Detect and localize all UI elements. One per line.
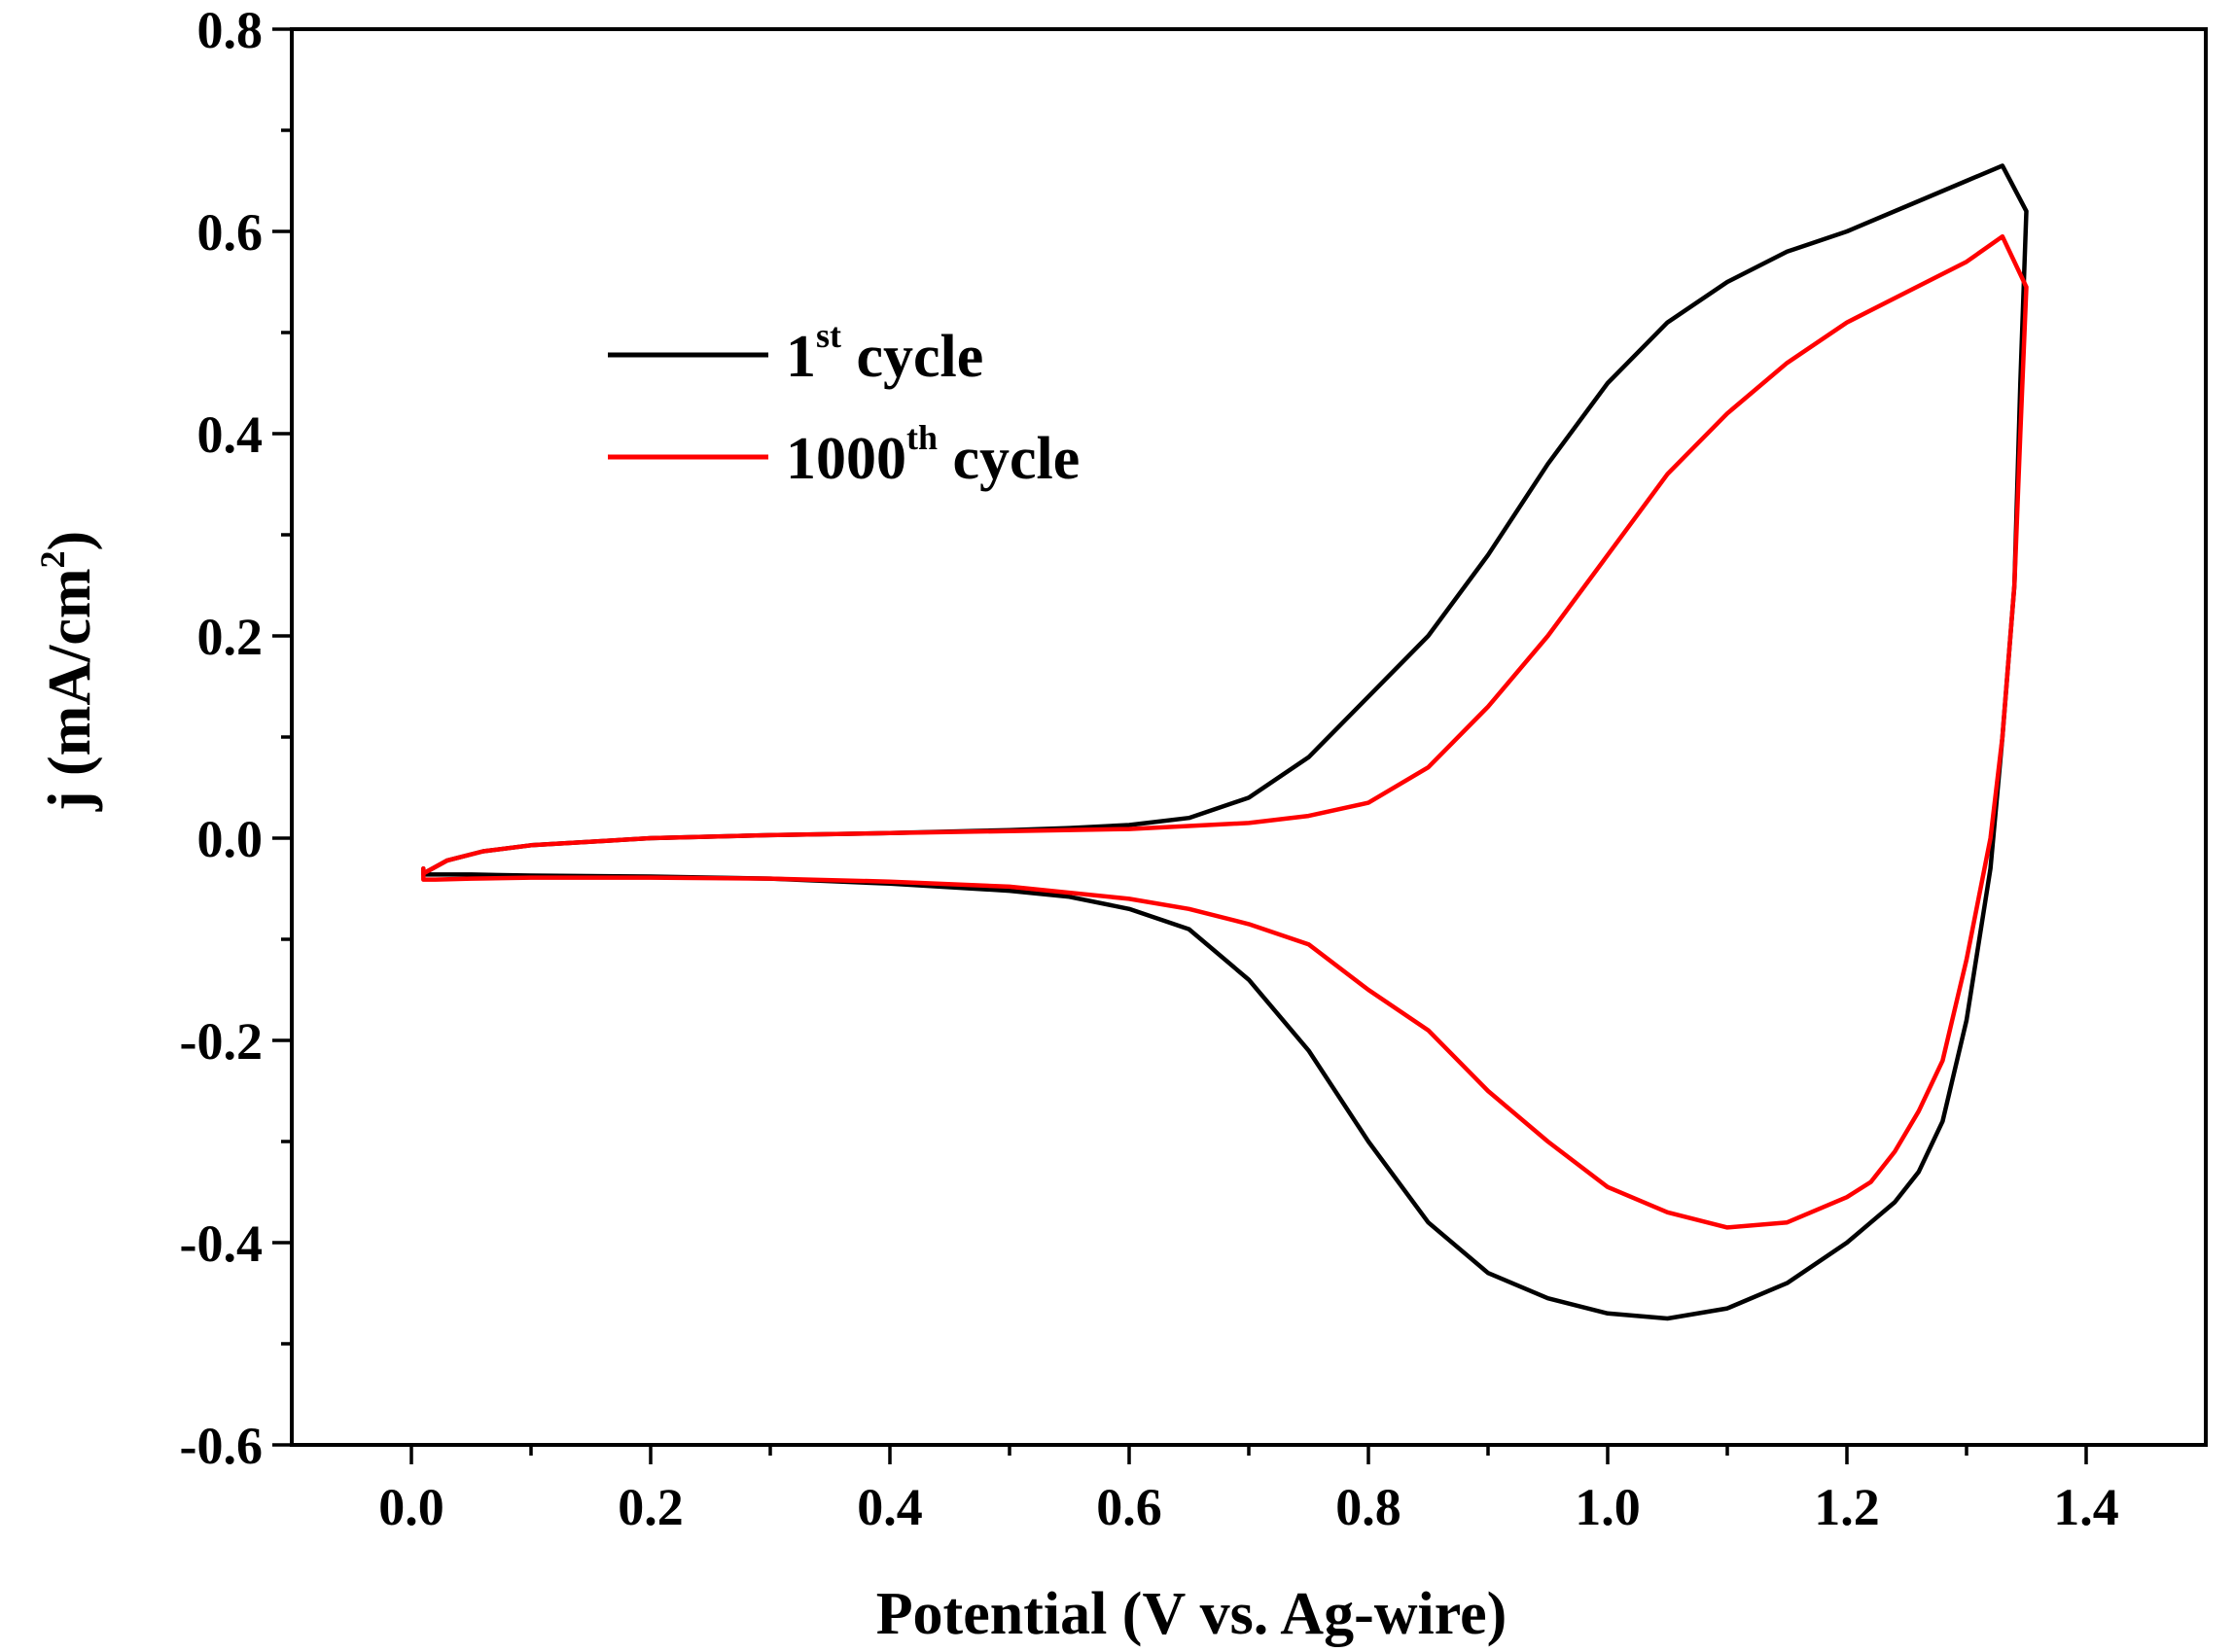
y-axis-title-sup: 2 (33, 551, 72, 569)
y-tick-label: 0.6 (197, 203, 264, 262)
legend-label-1st-sup: st (816, 316, 841, 355)
y-tick-label: -0.4 (180, 1214, 263, 1273)
x-tick-label: 0.8 (1335, 1478, 1401, 1536)
legend-label-1000th-main: 1000 (786, 426, 906, 492)
legend-label-1000th-sup: th (906, 418, 938, 457)
y-tick-label: 0.8 (197, 1, 264, 59)
x-tick-label: 0.6 (1096, 1478, 1162, 1536)
x-axis-title: Potential (V vs. Ag-wire) (876, 1581, 1507, 1647)
y-tick-label: 0.2 (197, 608, 264, 666)
legend-label-1st-main: 1 (786, 324, 816, 390)
x-tick-label: 1.2 (1814, 1478, 1880, 1536)
y-axis-title: j (mA/cm2) (33, 531, 103, 812)
legend: 1st cycle 1000th cycle (608, 316, 1080, 492)
legend-label-1000th-cycle: 1000th cycle (786, 418, 1080, 492)
y-tick-label: -0.6 (180, 1417, 263, 1475)
y-axis-title-close: ) (37, 531, 103, 551)
series-line-1000th-cycle (421, 233, 2029, 1230)
y-axis-title-main: j (mA/cm (37, 569, 103, 813)
legend-label-1000th-rest: cycle (938, 426, 1080, 492)
legend-label-1st-rest: cycle (841, 324, 983, 390)
x-tick-label: 1.4 (2053, 1478, 2119, 1536)
x-tick-label: 1.0 (1575, 1478, 1641, 1536)
x-tick-label: 0.0 (378, 1478, 444, 1536)
x-tick-label: 0.2 (618, 1478, 684, 1536)
y-tick-label: 0.0 (197, 810, 264, 868)
x-tick-label: 0.4 (857, 1478, 923, 1536)
y-tick-label: 0.4 (197, 405, 264, 464)
y-tick-label: -0.2 (180, 1012, 263, 1071)
legend-label-1st-cycle: 1st cycle (786, 316, 983, 390)
